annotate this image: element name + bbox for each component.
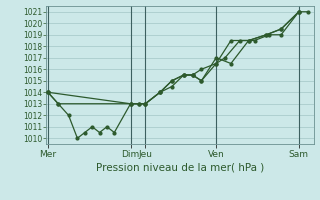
X-axis label: Pression niveau de la mer( hPa ): Pression niveau de la mer( hPa ) [96, 163, 264, 173]
